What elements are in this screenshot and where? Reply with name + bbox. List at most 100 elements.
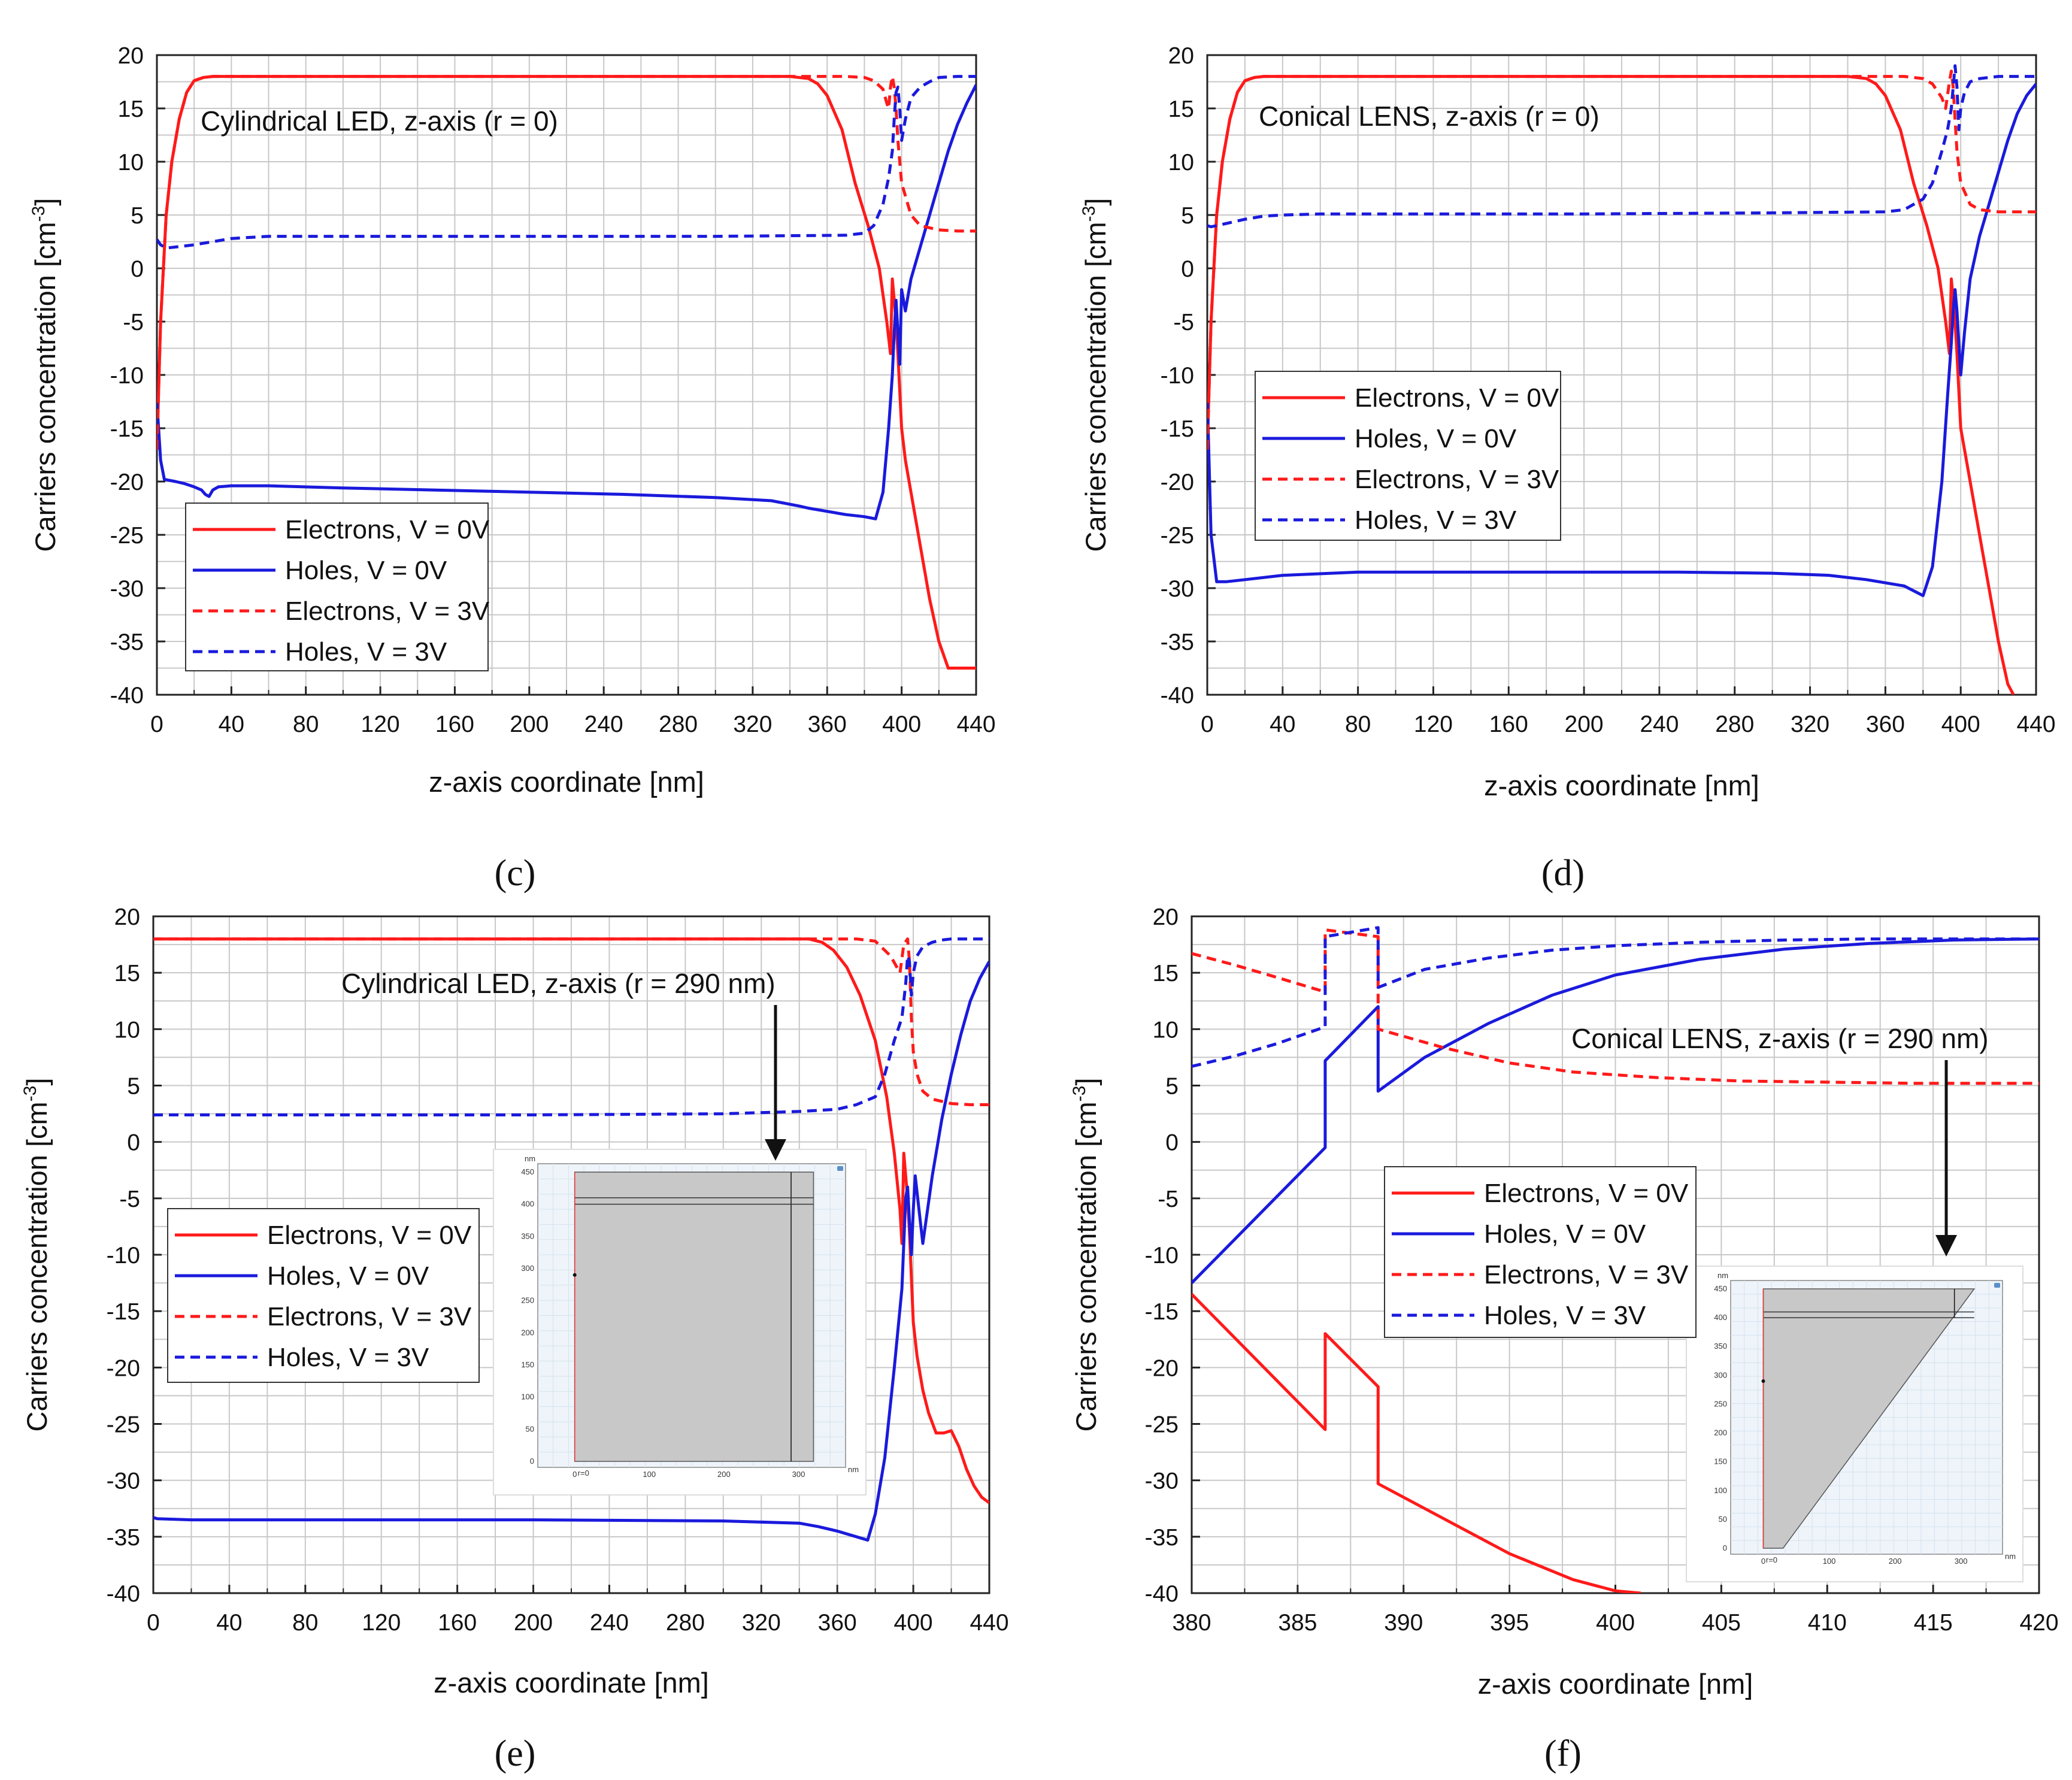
y-axis-label-end: ] — [1080, 198, 1111, 206]
x-tick-label: 280 — [659, 712, 698, 737]
legend-label: Holes, V = 3V — [1355, 505, 1517, 535]
legend-box — [1384, 1166, 1697, 1338]
legend-label: Electrons, V = 3V — [1484, 1260, 1689, 1289]
y-axis-label-sup: -3 — [29, 206, 49, 222]
x-tick-label: 360 — [808, 712, 847, 737]
y-axis-label-main: Carriers concentration [cm — [21, 1101, 53, 1431]
panel-label: (c) — [495, 853, 536, 894]
series-line-2 — [157, 75, 976, 450]
inset-x-tick: 300 — [792, 1470, 805, 1479]
x-tick-label: 320 — [733, 712, 772, 737]
y-tick-label: -35 — [1145, 1525, 1179, 1551]
x-tick-label: 40 — [216, 1610, 242, 1636]
x-tick-label: 410 — [1808, 1610, 1847, 1636]
legend-label: Holes, V = 3V — [267, 1343, 429, 1372]
y-axis-label-end: ] — [29, 198, 61, 206]
x-tick-label: 160 — [1489, 712, 1528, 737]
inset-y-tick: 0 — [530, 1457, 534, 1466]
series-group — [1207, 64, 2036, 695]
inset-y-tick: 250 — [1714, 1399, 1727, 1408]
legend: Electrons, V = 0V Holes, V = 0V Electrons,… — [1255, 371, 1561, 541]
y-tick-label: 10 — [114, 1017, 140, 1043]
legend-label: Electrons, V = 0V — [285, 515, 490, 544]
y-tick-label: -15 — [1161, 416, 1194, 442]
chart-annotation: Cylindrical LED, z-axis (r = 0) — [201, 105, 558, 137]
y-tick-label: -20 — [1161, 470, 1194, 495]
chart-panel-1: 0 40 80 120 160 200 240 280 320 360 400 440 20 15 10 5 0… — [1079, 43, 2056, 801]
y-tick-label: -40 — [110, 683, 144, 709]
x-axis-label: z-axis coordinate [nm] — [429, 766, 704, 798]
inset-x-unit: nm — [2005, 1552, 2016, 1561]
x-tick-label: 160 — [435, 712, 474, 737]
series-line-3 — [1192, 926, 2039, 1068]
x-tick-label: 440 — [956, 712, 995, 737]
x-tick-label: 40 — [219, 712, 244, 737]
y-tick-label: 5 — [131, 203, 144, 229]
y-tick-label: -30 — [1161, 576, 1194, 602]
x-tick-label: 400 — [882, 712, 921, 737]
x-tick-label: 280 — [666, 1610, 705, 1636]
y-tick-label: -35 — [110, 629, 144, 655]
inset-x-tick: 300 — [1955, 1557, 1968, 1566]
x-tick-label: 40 — [1270, 712, 1295, 737]
inset-x-tick: 100 — [643, 1470, 656, 1479]
cylinder-shape — [574, 1171, 814, 1462]
x-tick-label: 380 — [1172, 1610, 1211, 1636]
inset-y-tick: 350 — [521, 1231, 534, 1240]
x-tick-label: 120 — [361, 712, 400, 737]
y-tick-label: -30 — [107, 1469, 140, 1494]
x-tick-label: 200 — [510, 712, 549, 737]
inset-x-tick: 200 — [1889, 1557, 1902, 1566]
series-line-1 — [1207, 83, 2036, 597]
y-tick-label: 10 — [1168, 150, 1194, 175]
y-axis-label-end: ] — [21, 1078, 53, 1086]
x-tick-label: 400 — [1941, 712, 1980, 737]
y-axis-label-main: Carriers concentration [cm — [1080, 222, 1111, 552]
legend-label: Holes, V = 0V — [285, 556, 447, 585]
inset-y-tick: 200 — [521, 1328, 534, 1337]
x-tick-label: 240 — [590, 1610, 629, 1636]
legend-box — [1255, 371, 1561, 541]
x-axis-label: z-axis coordinate [nm] — [434, 1667, 709, 1699]
y-axis-label: Carriers concentration [cm-3] — [1079, 198, 1111, 552]
y-axis-label-sup: -3 — [1070, 1086, 1089, 1102]
y-tick-label: -10 — [110, 363, 144, 389]
y-axis-label-sup: -3 — [1079, 206, 1099, 222]
geometry-inset: 450 400 350 300 250 200 150 100 50 0 0 100 200 300 nm n… — [493, 1149, 867, 1496]
inset-r0-label: r=0 — [1766, 1555, 1777, 1564]
legend-label: Holes, V = 0V — [1355, 424, 1517, 453]
legend-label: Electrons, V = 3V — [285, 597, 490, 626]
y-tick-label: 15 — [1153, 961, 1179, 986]
x-tick-label: 360 — [1866, 712, 1905, 737]
x-tick-label: 80 — [292, 1610, 318, 1636]
legend-label: Electrons, V = 3V — [267, 1302, 472, 1331]
y-tick-label: 10 — [1153, 1017, 1179, 1043]
x-tick-label: 0 — [147, 1610, 160, 1636]
inset-y-tick: 300 — [1714, 1370, 1727, 1379]
y-axis-label-sup: -3 — [20, 1086, 40, 1102]
x-tick-label: 405 — [1702, 1610, 1741, 1636]
x-axis-label: z-axis coordinate [nm] — [1484, 770, 1759, 801]
y-tick-label: -5 — [1173, 310, 1194, 335]
series-group — [157, 75, 976, 670]
x-tick-label: 390 — [1384, 1610, 1423, 1636]
x-tick-label: 415 — [1914, 1610, 1953, 1636]
panel-label: (d) — [1541, 853, 1585, 894]
y-tick-label: -10 — [1161, 363, 1194, 389]
y-tick-label: -20 — [110, 470, 144, 495]
chart-panel-3: 380 385 390 395 400 405 410 415 42020151050-5-10… — [1070, 904, 2059, 1700]
y-axis-label: Carriers concentration [cm-3] — [1070, 1078, 1102, 1432]
y-tick-label: 20 — [114, 904, 140, 930]
inset-y-tick: 200 — [1714, 1428, 1727, 1437]
y-tick-label: -20 — [1145, 1355, 1179, 1381]
y-tick-label: -35 — [1161, 629, 1194, 655]
annotation-arrowhead — [1935, 1235, 1957, 1257]
y-axis-label-main: Carriers concentration [cm — [29, 222, 61, 552]
x-tick-label: 200 — [1565, 712, 1604, 737]
y-tick-label: 0 — [127, 1130, 140, 1156]
y-tick-label: 5 — [127, 1074, 140, 1100]
x-tick-label: 0 — [1201, 712, 1214, 737]
x-tick-label: 400 — [894, 1610, 933, 1636]
x-tick-label: 120 — [1414, 712, 1453, 737]
